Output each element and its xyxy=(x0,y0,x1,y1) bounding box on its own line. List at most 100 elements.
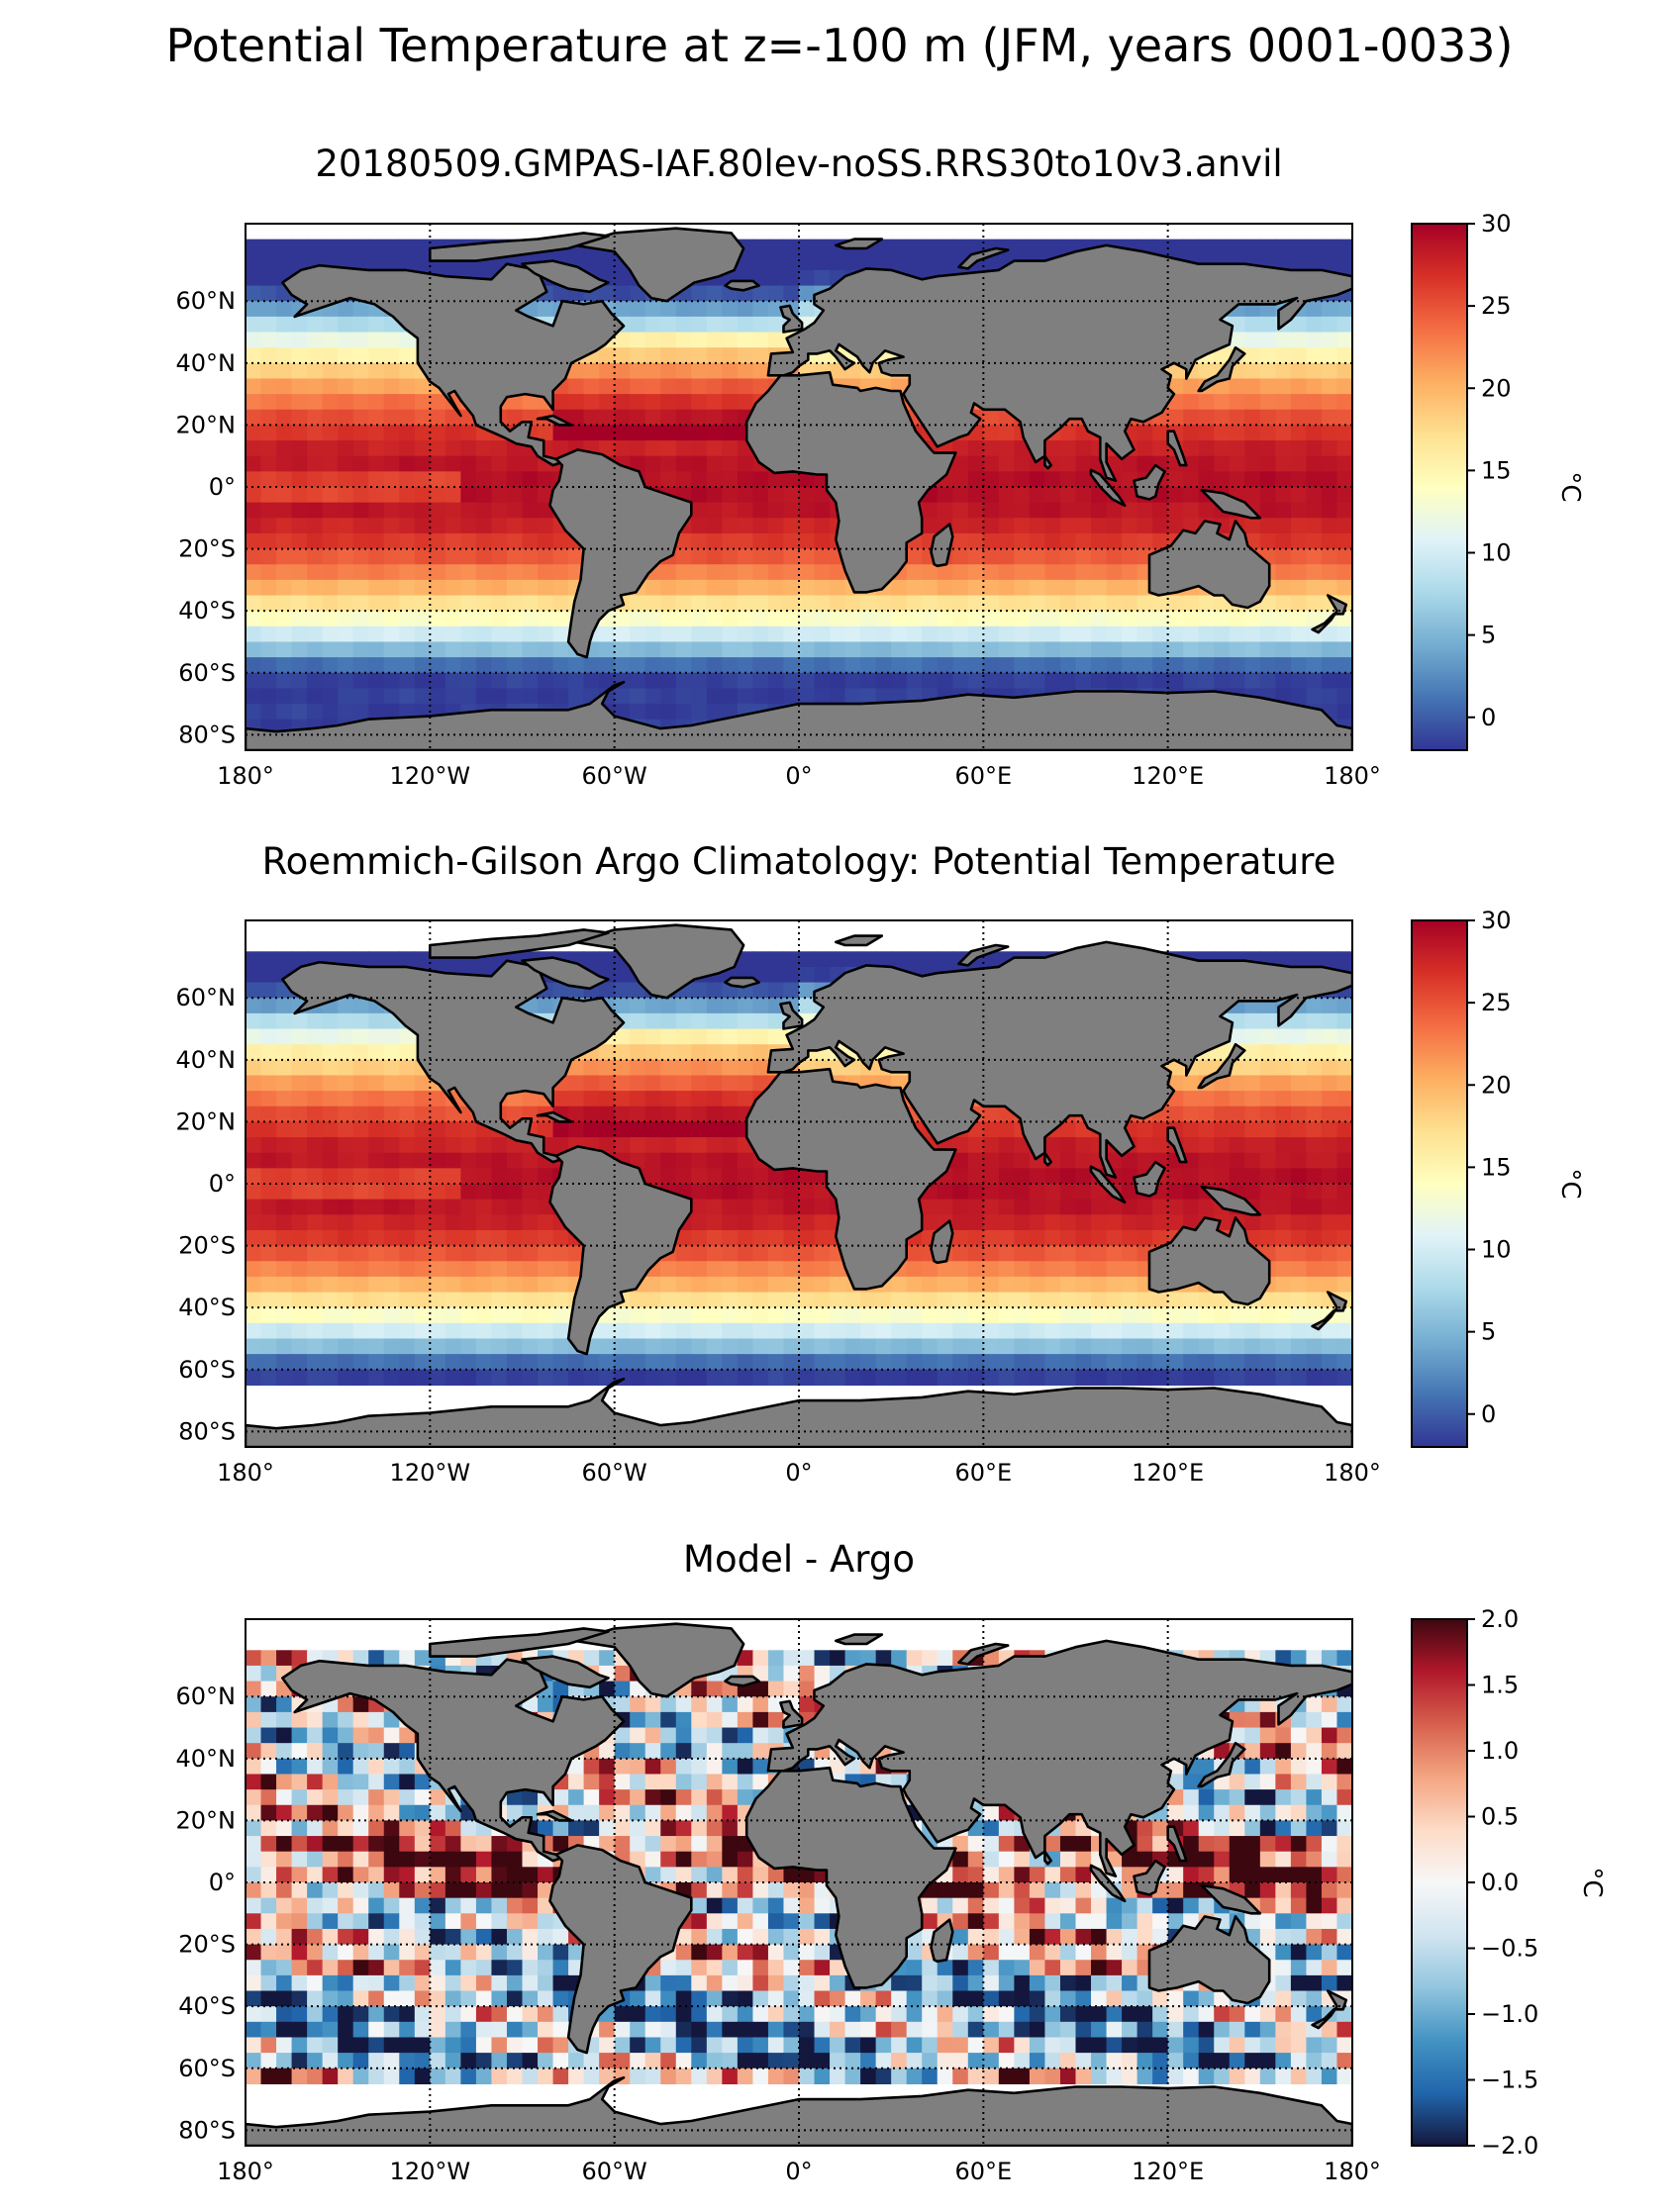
y-tick-label: 60°N xyxy=(176,984,237,1011)
y-tick-label: 40°N xyxy=(176,1046,237,1074)
colorbar-tick-label: −2.0 xyxy=(1481,2132,1538,2160)
colorbar-tick-label: 0.5 xyxy=(1481,1803,1519,1831)
colorbar-tick-label: 0 xyxy=(1481,1400,1496,1428)
coastline-iceland xyxy=(724,1675,760,1687)
coastline-arctic-islands xyxy=(429,1627,610,1658)
coastline-iceland xyxy=(724,976,760,989)
coastline-baffin xyxy=(521,1655,610,1689)
coastline-japan xyxy=(1197,1042,1246,1090)
x-tick-label: 180° xyxy=(1324,762,1381,790)
x-tick-label: 120°E xyxy=(1132,762,1204,790)
colorbar-tick-label: 5 xyxy=(1481,1318,1496,1346)
panel-title: Model - Argo xyxy=(683,1538,915,1581)
coastline-great-britain xyxy=(779,1699,804,1729)
coastline-novaya-zemlya xyxy=(957,1642,1010,1666)
y-tick-label: 80°S xyxy=(178,2116,236,2144)
colorbar-tick-label: 20 xyxy=(1481,374,1512,402)
x-tick-label: 180° xyxy=(1324,2158,1381,2185)
coastline-madagascar xyxy=(930,1918,954,1964)
x-tick-label: 180° xyxy=(217,762,274,790)
x-tick-label: 60°E xyxy=(954,762,1012,790)
y-tick-label: 60°S xyxy=(178,659,236,687)
coastline-japan xyxy=(1197,1741,1246,1788)
coastline-sri-lanka xyxy=(1043,1850,1052,1866)
colorbar-label: °C xyxy=(1555,1168,1585,1199)
coastline-north-america xyxy=(281,1658,626,1863)
colorbar-label: °C xyxy=(1555,471,1585,502)
coastline-novaya-zemlya xyxy=(957,246,1010,270)
coastline-philippines xyxy=(1166,1825,1188,1863)
colorbar-tick-label: −1.0 xyxy=(1481,2000,1538,2028)
coastline-antarctica xyxy=(246,680,1352,750)
figure-suptitle: Potential Temperature at z=-100 m (JFM, … xyxy=(166,19,1514,72)
coastline-new-zealand xyxy=(1311,1989,1348,2030)
colorbar-tick-label: 0.0 xyxy=(1481,1869,1519,1896)
coastline-madagascar xyxy=(930,1219,954,1265)
colorbar-tick-label: 1.0 xyxy=(1481,1737,1519,1765)
coastline-madagascar xyxy=(930,523,954,568)
colorbar-tick-label: 20 xyxy=(1481,1071,1512,1099)
coastline-new-guinea xyxy=(1200,1883,1262,1915)
y-tick-label: 60°N xyxy=(176,1683,237,1710)
y-tick-label: 0° xyxy=(209,473,236,501)
coastline-australia xyxy=(1147,1216,1271,1306)
y-tick-label: 20°N xyxy=(176,411,237,438)
coastline-new-guinea xyxy=(1200,1185,1262,1216)
coastline-novaya-zemlya xyxy=(957,943,1010,967)
coastline-new-zealand xyxy=(1311,594,1348,634)
y-tick-label: 80°S xyxy=(178,1417,236,1445)
coastline-borneo xyxy=(1133,1859,1166,1896)
panel-3: Model - Argo 180° 120°W 60°W 0° 60°E 120°E 180°… xyxy=(176,1538,1608,2185)
map-frame xyxy=(245,1618,1353,2147)
y-tick-label: 60°S xyxy=(178,1356,236,1384)
coastline-cuba xyxy=(536,1809,573,1822)
colorbar-tick-label: 5 xyxy=(1481,622,1496,649)
coastline-greenland xyxy=(573,923,745,1000)
coastline-philippines xyxy=(1166,1126,1188,1164)
coastline-sri-lanka xyxy=(1043,1151,1052,1167)
coastline-australia xyxy=(1147,520,1271,610)
coastline-borneo xyxy=(1133,1160,1166,1198)
coastline-north-america xyxy=(281,262,626,467)
coastline-sri-lanka xyxy=(1043,454,1052,470)
x-tick-label: 180° xyxy=(1324,1459,1381,1487)
y-tick-label: 60°S xyxy=(178,2055,236,2082)
coastline-japan xyxy=(1197,345,1246,393)
colorbar: 30 25 20 15 10 5 0 °C xyxy=(1411,210,1585,751)
x-tick-label: 60°W xyxy=(582,1459,647,1487)
colorbar-tick-label: 25 xyxy=(1481,292,1512,320)
map-area xyxy=(246,920,1352,1447)
x-tick-label: 120°E xyxy=(1132,1459,1204,1487)
colorbar-tick-label: 15 xyxy=(1481,1153,1512,1181)
colorbar: 2.0 1.5 1.0 0.5 0.0 −0.5 −1.0 −1.5 −2.0 °C xyxy=(1411,1605,1607,2160)
coastline-new-zealand xyxy=(1311,1291,1348,1331)
x-tick-label: 120°W xyxy=(390,2158,471,2185)
coastline-north-america xyxy=(281,959,626,1164)
colorbar-tick-label: 10 xyxy=(1481,539,1512,567)
map-area xyxy=(246,224,1352,750)
gridlines xyxy=(246,1619,1352,2146)
map-frame xyxy=(245,919,1353,1448)
y-tick-label: 0° xyxy=(209,1869,236,1896)
x-tick-label: 180° xyxy=(217,2158,274,2185)
colorbar-tick-label: 30 xyxy=(1481,907,1512,934)
y-tick-label: 20°N xyxy=(176,1806,237,1834)
x-tick-label: 120°W xyxy=(390,1459,471,1487)
x-tick-label: 120°W xyxy=(390,762,471,790)
panel-title: 20180509.GMPAS-IAF.80lev-noSS.RRS30to10v… xyxy=(315,143,1282,185)
y-tick-label: 40°S xyxy=(178,597,236,625)
coastline-antarctica xyxy=(246,1377,1352,1447)
coastline-baffin xyxy=(521,956,610,991)
panel-2: Roemmich-Gilson Argo Climatology: Potent… xyxy=(176,840,1586,1487)
coastline-svalbard xyxy=(835,238,884,250)
x-tick-label: 60°W xyxy=(582,762,647,790)
coastline-australia xyxy=(1147,1915,1271,2005)
colorbar-tick-label: −0.5 xyxy=(1481,1935,1538,1963)
x-tick-label: 0° xyxy=(785,762,812,790)
y-tick-label: 20°S xyxy=(178,535,236,563)
y-tick-label: 20°S xyxy=(178,1931,236,1959)
y-tick-label: 80°S xyxy=(178,721,236,748)
coastline-arctic-islands xyxy=(429,928,610,959)
panel-title: Roemmich-Gilson Argo Climatology: Potent… xyxy=(262,840,1336,883)
x-tick-label: 120°E xyxy=(1132,2158,1204,2185)
